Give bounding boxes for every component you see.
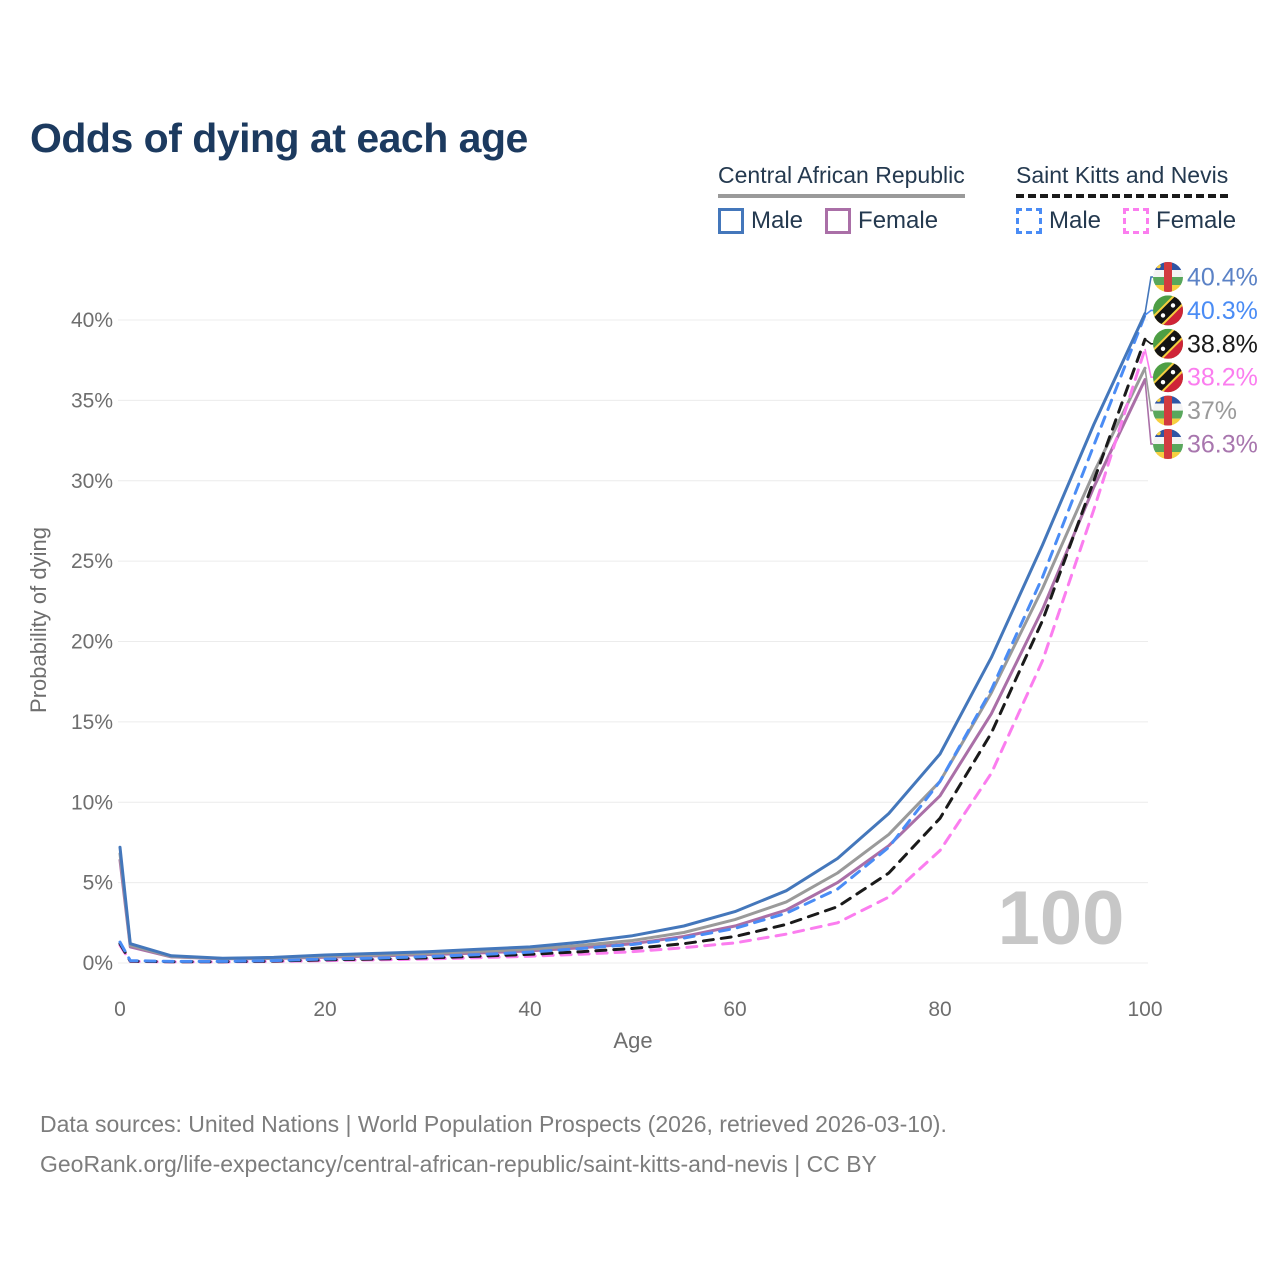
legend-swatch-car-female[interactable]: [825, 208, 852, 234]
x-tick-label: 80: [928, 998, 951, 1021]
age-watermark: 100: [998, 876, 1125, 961]
y-axis-title: Probability of dying: [26, 527, 51, 713]
legend-label-skn-female[interactable]: Female: [1156, 207, 1237, 234]
series-line-skn-female[interactable]: [118, 347, 1147, 964]
y-tick-label: 0%: [83, 952, 113, 975]
car-flag-icon: [1153, 396, 1183, 426]
end-label-connector: [1144, 348, 1153, 379]
data-series-lines: [118, 312, 1147, 964]
series-end-labels: 36.3% 37% 38.2% 38.8% 40.3% 40.4%: [1145, 262, 1258, 459]
skn-flag-icon: [1151, 327, 1185, 361]
x-tick-label: 100: [1127, 998, 1162, 1021]
legend-swatch-car-male[interactable]: [718, 208, 744, 234]
x-tick-label: 60: [723, 998, 746, 1021]
y-tick-label: 25%: [71, 550, 113, 573]
x-tick-label: 20: [313, 998, 336, 1021]
y-tick-label: 10%: [71, 791, 113, 814]
legend-swatch-skn-male[interactable]: [1016, 208, 1042, 234]
y-tick-label: 35%: [71, 389, 113, 412]
series-line-skn-male[interactable]: [118, 313, 1147, 963]
y-tick-label: 30%: [71, 470, 113, 493]
y-tick-label: 5%: [83, 872, 113, 895]
x-tick-label: 40: [518, 998, 541, 1021]
end-label-value-car-male: 40.4%: [1187, 264, 1258, 292]
legend-country-central-african-republic[interactable]: Central African Republic: [718, 162, 965, 198]
line-chart: 100 0% 5% 10% 15% 20% 25% 30% 35% 40% 0 20 40 60 80 1…: [26, 0, 1258, 1053]
y-tick-label: 20%: [71, 631, 113, 654]
page-title: Odds of dying at each age: [30, 115, 528, 162]
skn-flag-icon: [1151, 360, 1185, 394]
legend-group-central-african-republic: Central African Republic Male Female: [718, 162, 965, 235]
end-label-connector: [1144, 309, 1153, 316]
car-flag-icon: [1153, 262, 1183, 292]
legend-swatch-skn-female[interactable]: [1123, 208, 1150, 234]
x-tick-label: 0: [114, 998, 126, 1021]
legend-group-saint-kitts-and-nevis: Saint Kitts and Nevis Male Female: [1016, 162, 1236, 235]
end-label-value-car-both: 37%: [1187, 397, 1237, 425]
x-axis-title: Age: [613, 1028, 652, 1053]
end-label-connector: [1144, 368, 1153, 412]
y-axis-tick-labels: 0% 5% 10% 15% 20% 25% 30% 35% 40%: [71, 309, 113, 975]
car-flag-icon: [1153, 429, 1183, 459]
legend-label-skn-male[interactable]: Male: [1049, 207, 1102, 234]
series-line-car-female[interactable]: [118, 378, 1147, 961]
footer: Data sources: United Nations | World Pop…: [40, 1104, 947, 1184]
end-label-value-skn-female: 38.2%: [1187, 364, 1258, 392]
legend-label-car-male[interactable]: Male: [751, 207, 804, 234]
series-line-skn-both[interactable]: [118, 337, 1147, 964]
end-label-value-skn-both: 38.8%: [1187, 330, 1258, 358]
series-line-car-male[interactable]: [118, 312, 1147, 960]
footer-georank-url: GeoRank.org/life-expectancy/central-afri…: [40, 1151, 877, 1177]
x-axis-tick-labels: 0 20 40 60 80 100: [114, 998, 1162, 1021]
end-label-connector: [1144, 379, 1153, 445]
series-line-car-both[interactable]: [118, 366, 1147, 960]
y-tick-label: 40%: [71, 309, 113, 332]
end-label-value-skn-male: 40.3%: [1187, 297, 1258, 325]
y-tick-label: 15%: [71, 711, 113, 734]
gridlines: [118, 319, 1148, 964]
end-label-connector: [1144, 276, 1153, 314]
legend-label-car-female[interactable]: Female: [858, 207, 939, 234]
footer-data-sources: Data sources: United Nations | World Pop…: [40, 1111, 947, 1137]
legend-country-saint-kitts-and-nevis[interactable]: Saint Kitts and Nevis: [1016, 162, 1229, 198]
skn-flag-icon: [1151, 293, 1185, 327]
end-label-value-car-female: 36.3%: [1187, 431, 1258, 459]
end-label-connector: [1144, 338, 1153, 345]
